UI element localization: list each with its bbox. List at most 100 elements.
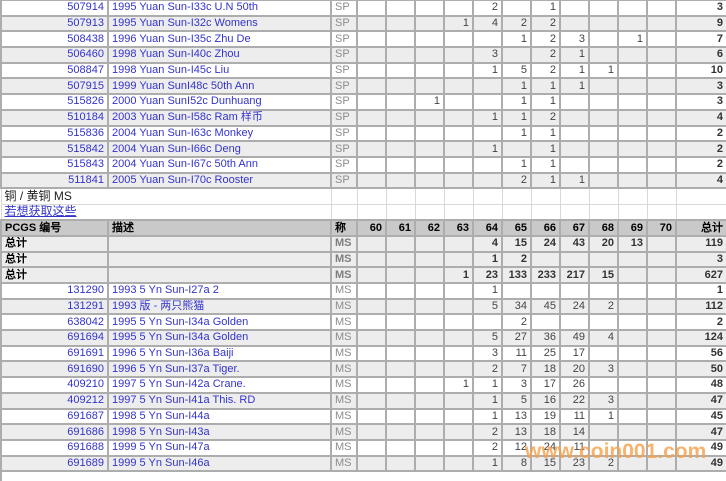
- coin-description-link[interactable]: 2000 Yuan SunI52c Dunhuang: [107, 93, 332, 111]
- pcgs-number-link[interactable]: 131291: [0, 297, 109, 316]
- pcgs-number-link[interactable]: 515842: [0, 140, 109, 158]
- coin-description-link[interactable]: 1999 5 Yn Sun-I46a: [107, 454, 332, 473]
- coin-description-link[interactable]: 2004 Yuan Sun-I67c 50th Ann: [107, 155, 332, 174]
- pcgs-number-link[interactable]: 507913: [0, 14, 109, 33]
- grade-count-cell: [385, 344, 416, 363]
- column-header-pcgs: PCGS 编号: [0, 219, 109, 237]
- coin-description-link[interactable]: 1999 5 Yn Sun-I47a: [107, 438, 332, 457]
- totals-row: 总计 MS 4 15 24 43 20 13 119: [0, 234, 726, 253]
- grade-count-cell: [356, 140, 387, 158]
- coin-description-link[interactable]: 1995 5 Yn Sun-I34a Golden: [107, 329, 332, 347]
- pcgs-number-link[interactable]: 691688: [0, 438, 109, 457]
- pcgs-number-link[interactable]: 507915: [0, 77, 109, 96]
- table-row: 691690 1996 5 Yn Sun-I37a Tiger. MS 2 7 18 20 3…: [0, 360, 726, 379]
- grade-count-cell: 1: [617, 30, 648, 49]
- coin-description-link[interactable]: 2004 Yuan Sun-I63c Monkey: [107, 124, 332, 143]
- grade-count-cell: 3: [501, 376, 532, 394]
- grade-count-cell: [588, 124, 619, 143]
- coin-description-link[interactable]: 1993 版 - 两只熊猫: [107, 297, 332, 316]
- pcgs-number-link[interactable]: 691687: [0, 407, 109, 426]
- pcgs-number-link[interactable]: 409210: [0, 376, 109, 394]
- grade-count-cell: [356, 313, 387, 332]
- pcgs-number-link[interactable]: 691689: [0, 454, 109, 473]
- pcgs-number-link[interactable]: 691690: [0, 360, 109, 379]
- row-total-cell: 2: [675, 124, 726, 143]
- pcgs-number-link[interactable]: 515836: [0, 124, 109, 143]
- pcgs-number-link[interactable]: 515826: [0, 93, 109, 111]
- coin-description-link[interactable]: 1998 5 Yn Sun-I44a: [107, 407, 332, 426]
- grade-count-cell: 2: [530, 30, 561, 49]
- coin-description-link[interactable]: 1997 5 Yn Sun-I42a Crane.: [107, 376, 332, 394]
- grade-count-cell: [443, 438, 474, 457]
- grade-count-cell: 133: [501, 266, 532, 284]
- section-row: 铜 / 黄铜 MS: [0, 187, 726, 205]
- grade-count-cell: 2: [530, 61, 561, 80]
- grade-count-cell: 23: [559, 454, 590, 473]
- grade-count-cell: [356, 234, 387, 253]
- coin-description-link[interactable]: 1993 5 Yn Sun-I27a 2: [107, 282, 332, 300]
- pcgs-number-link[interactable]: 515843: [0, 155, 109, 174]
- link-spacer-cell: [530, 203, 561, 221]
- inquiry-link[interactable]: 若想获取这些: [4, 204, 77, 218]
- pcgs-number-link[interactable]: 510184: [0, 108, 109, 127]
- row-total-cell: 48: [675, 376, 726, 394]
- coin-description-link[interactable]: 1997 5 Yn Sun-I41a This. RD: [107, 391, 332, 410]
- table-row: 508847 1998 Yuan Sun-I45c Liu SP 1 5 2 1 1 10: [0, 61, 726, 80]
- grade-count-cell: [646, 77, 677, 96]
- grade-count-cell: 1: [472, 282, 503, 300]
- designation-cell: MS: [330, 344, 358, 363]
- coin-description-link[interactable]: 1995 Yuan Sun-I32c Womens: [107, 14, 332, 33]
- column-header-grade-65: 65: [501, 219, 532, 237]
- pcgs-number-link[interactable]: 691686: [0, 423, 109, 441]
- grade-count-cell: [385, 266, 416, 284]
- column-header-description: 描述: [107, 219, 332, 237]
- pcgs-number-link[interactable]: 131290: [0, 282, 109, 300]
- grade-count-cell: 13: [617, 234, 648, 253]
- grade-count-cell: [414, 376, 445, 394]
- pcgs-number-link[interactable]: 638042: [0, 313, 109, 332]
- grade-count-cell: [646, 266, 677, 284]
- grade-count-cell: [385, 360, 416, 379]
- coin-description-link[interactable]: 1998 Yuan Sun-I40c Zhou: [107, 46, 332, 64]
- totals-description-cell: [107, 266, 332, 284]
- designation-cell: MS: [330, 438, 358, 457]
- pcgs-number-link[interactable]: 511841: [0, 171, 109, 190]
- grade-count-cell: [414, 124, 445, 143]
- grade-count-cell: 2: [530, 108, 561, 127]
- total-label: 总计: [0, 266, 109, 284]
- coin-description-link[interactable]: 1998 Yuan Sun-I45c Liu: [107, 61, 332, 80]
- row-total-cell: 45: [675, 407, 726, 426]
- grade-count-cell: [414, 234, 445, 253]
- grade-count-cell: [646, 313, 677, 332]
- pcgs-number-link[interactable]: 691694: [0, 329, 109, 347]
- grade-count-cell: [530, 282, 561, 300]
- pcgs-number-link[interactable]: 507914: [0, 0, 109, 17]
- grade-count-cell: [443, 407, 474, 426]
- coin-description-link[interactable]: 1995 5 Yn Sun-I34a Golden: [107, 313, 332, 332]
- coin-description-link[interactable]: 1996 5 Yn Sun-I37a Tiger.: [107, 360, 332, 379]
- grade-count-cell: [559, 14, 590, 33]
- grade-count-cell: [443, 391, 474, 410]
- coin-description-link[interactable]: 1998 5 Yn Sun-I43a: [107, 423, 332, 441]
- coin-description-link[interactable]: 1995 Yuan Sun-I33c U.N 50th: [107, 0, 332, 17]
- pcgs-number-link[interactable]: 691691: [0, 344, 109, 363]
- coin-description-link[interactable]: 2005 Yuan Sun-I70c Rooster: [107, 171, 332, 190]
- pcgs-number-link[interactable]: 506460: [0, 46, 109, 64]
- grade-count-cell: 1: [443, 266, 474, 284]
- grade-count-cell: [559, 313, 590, 332]
- pcgs-number-link[interactable]: 508847: [0, 61, 109, 80]
- grade-count-cell: [443, 360, 474, 379]
- grade-count-cell: 14: [559, 423, 590, 441]
- grade-count-cell: 1: [414, 93, 445, 111]
- pcgs-number-link[interactable]: 508438: [0, 30, 109, 49]
- pcgs-number-link[interactable]: 409212: [0, 391, 109, 410]
- coin-description-link[interactable]: 2003 Yuan Sun-I58c Ram 样币: [107, 108, 332, 127]
- coin-description-link[interactable]: 2004 Yuan Sun-I66c Deng: [107, 140, 332, 158]
- coin-description-link[interactable]: 1996 5 Yn Sun-I36a Baiji: [107, 344, 332, 363]
- grade-count-cell: [646, 391, 677, 410]
- table-row: 510184 2003 Yuan Sun-I58c Ram 样币 SP 1 1 2 4: [0, 108, 726, 127]
- coin-description-link[interactable]: 1996 Yuan Sun-I35c Zhu De: [107, 30, 332, 49]
- section-spacer-cell: [330, 187, 358, 205]
- coin-description-link[interactable]: 1999 Yuan SunI48c 50th Ann: [107, 77, 332, 96]
- grade-count-cell: [356, 407, 387, 426]
